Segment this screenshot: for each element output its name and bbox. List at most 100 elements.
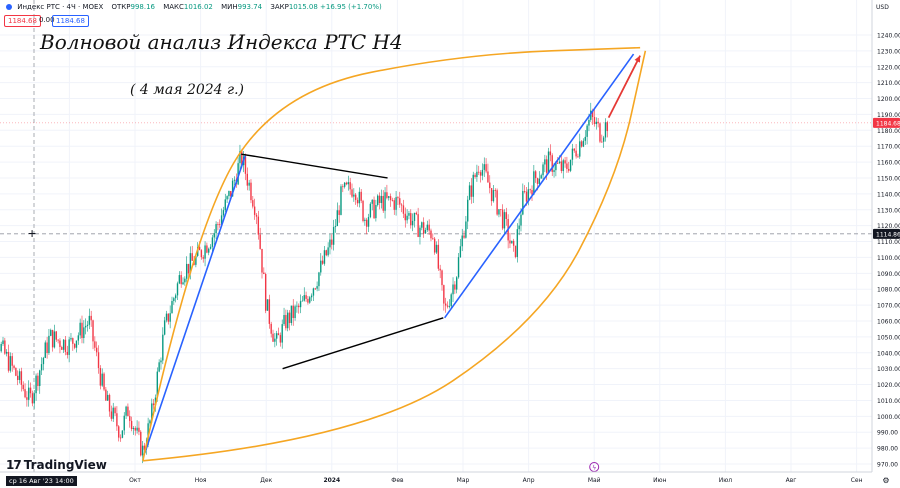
candle-body — [595, 121, 597, 125]
candle-body — [343, 182, 346, 187]
candle-body — [579, 141, 581, 157]
candle-body — [371, 199, 373, 204]
currency-label[interactable]: USD — [876, 4, 889, 11]
candle-body — [448, 306, 451, 307]
price-tick-label: 1230.00 — [877, 48, 900, 55]
candle-body — [184, 278, 186, 283]
low-label: МИН — [221, 3, 238, 11]
candle-body — [342, 186, 344, 188]
candle-body — [516, 229, 519, 257]
candle-body — [237, 163, 239, 185]
candle-body — [573, 148, 575, 151]
candle-body — [285, 315, 287, 329]
ask-button[interactable]: 1184.68 — [52, 15, 89, 27]
candle-body — [118, 426, 120, 438]
candle-body — [395, 197, 397, 210]
candle-body — [454, 284, 456, 290]
candle-body — [156, 371, 159, 398]
candle-body — [413, 212, 416, 221]
price-tick-label: 1200.00 — [877, 96, 900, 103]
candle-body — [255, 214, 258, 217]
candle-body — [546, 159, 548, 173]
candle-body — [75, 340, 78, 348]
candle-body — [459, 246, 462, 258]
candle-body — [568, 168, 570, 171]
candle-body — [485, 164, 487, 172]
candle-body — [230, 191, 232, 197]
candles — [0, 102, 609, 464]
candle-body — [213, 233, 215, 238]
price-tick-label: 1090.00 — [877, 271, 900, 278]
candle-body — [419, 227, 421, 237]
last-price-tag: 1184.68 — [876, 120, 900, 127]
candle-body — [61, 347, 63, 350]
candle-body — [64, 339, 67, 352]
bid-button[interactable]: 1184.68 — [4, 15, 41, 27]
candle-body — [604, 122, 607, 138]
candle-body — [7, 351, 10, 371]
candle-body — [204, 245, 206, 259]
symbol-icon — [6, 4, 12, 10]
candle-body — [37, 375, 39, 386]
candle-body — [66, 351, 69, 355]
candle-body — [72, 338, 74, 344]
candle-body — [134, 427, 136, 431]
candle-body — [224, 199, 226, 211]
candle-body — [331, 239, 333, 245]
candle-body — [332, 227, 335, 245]
candle-body — [253, 206, 256, 215]
candle-body — [479, 172, 482, 176]
candle-body — [244, 156, 247, 174]
candle-body — [97, 352, 100, 368]
candle-body — [103, 373, 105, 390]
candle-body — [378, 195, 381, 203]
tradingview-logo[interactable]: 17 TradingView — [6, 458, 107, 472]
candle-body — [105, 389, 107, 401]
price-tick-label: 1130.00 — [877, 207, 900, 214]
candle-body — [437, 244, 440, 269]
candle-body — [494, 190, 496, 191]
candle-body — [83, 327, 85, 339]
candle-body — [421, 222, 423, 228]
candle-body — [283, 315, 285, 325]
time-tick-label: Окт — [129, 477, 141, 484]
high-value: 1016.02 — [183, 3, 213, 11]
candle-body — [55, 331, 57, 340]
price-tick-label: 1050.00 — [877, 334, 900, 341]
candle-body — [119, 437, 122, 439]
candle-body — [529, 189, 531, 191]
candle-body — [92, 320, 94, 342]
candle-body — [132, 427, 135, 430]
candle-body — [298, 305, 300, 308]
candle-body — [487, 171, 489, 183]
settings-gear-icon[interactable]: ⚙ — [882, 476, 889, 485]
candle-body — [79, 322, 81, 336]
candle-body — [606, 122, 609, 132]
instrument-title[interactable]: Индекс РТС · 4Ч · MOEX — [17, 3, 104, 11]
candle-body — [498, 209, 500, 215]
candle-body — [5, 351, 8, 354]
price-tick-label: 1070.00 — [877, 303, 900, 310]
time-tick-label: 2024 — [323, 477, 340, 484]
candle-body — [187, 263, 190, 274]
candle-body — [558, 161, 561, 164]
candle-body — [62, 339, 65, 350]
candle-body — [46, 342, 48, 354]
candle-body — [362, 200, 364, 221]
candle-body — [114, 407, 116, 414]
candle-body — [441, 270, 443, 286]
candle-body — [314, 288, 316, 290]
candle-body — [577, 156, 579, 158]
candle-body — [474, 174, 476, 177]
candle-body — [191, 253, 193, 261]
price-tick-label: 1240.00 — [877, 32, 900, 39]
candle-body — [566, 163, 568, 169]
candle-body — [222, 210, 225, 216]
candle-body — [31, 393, 34, 404]
candle-body — [277, 333, 280, 336]
candle-body — [57, 339, 59, 341]
candle-body — [127, 406, 129, 417]
candle-body — [226, 196, 228, 200]
candle-body — [316, 286, 318, 289]
